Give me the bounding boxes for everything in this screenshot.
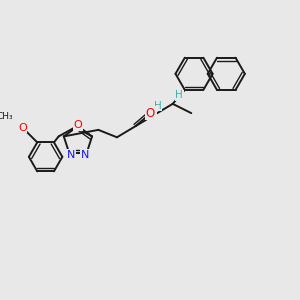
Text: N: N [67,150,75,160]
Text: O: O [18,122,27,133]
Text: N: N [81,150,89,160]
Text: O: O [74,120,82,130]
Text: O: O [146,106,155,120]
Text: N: N [148,108,157,121]
Text: CH₃: CH₃ [0,112,13,121]
Text: H: H [154,101,162,111]
Text: H: H [175,91,183,100]
